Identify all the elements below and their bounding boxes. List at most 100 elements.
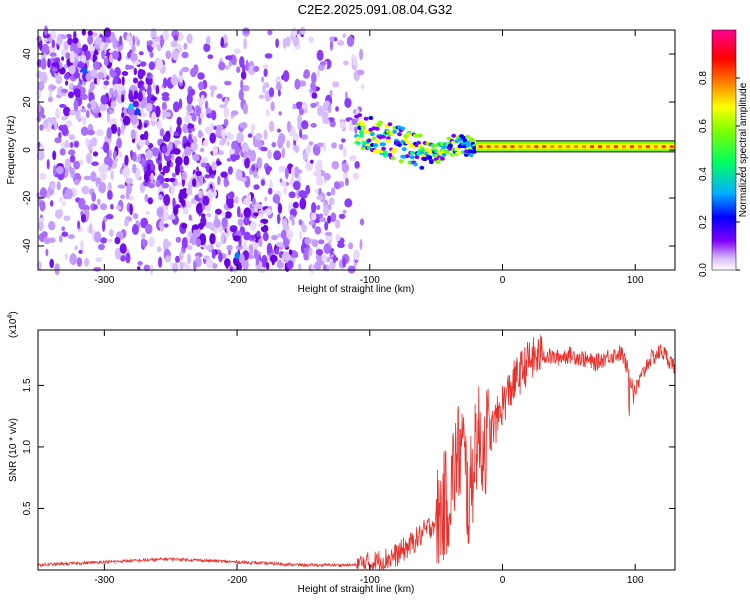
spectrogram-signal-cell (419, 165, 425, 170)
spectrogram-band-core (669, 145, 674, 149)
spectrogram-cell (323, 264, 327, 271)
spectrogram-cell (284, 167, 289, 180)
spectrogram-cell (195, 203, 204, 215)
spectrogram-cell (39, 172, 47, 180)
spectrogram-cell (101, 220, 106, 232)
spectrogram-cell (155, 84, 160, 95)
spectrogram-cell (130, 129, 136, 140)
spectrogram-cell (286, 139, 291, 149)
spectrogram-cell (61, 48, 67, 57)
spectrogram-cell (204, 125, 213, 135)
spectrogram-cell (72, 37, 79, 44)
spectrogram-cell (318, 63, 325, 71)
spectrogram-cell (212, 145, 219, 157)
spectrogram-cell (186, 187, 193, 196)
spectrogram-cell (275, 247, 279, 255)
spectrogram-cell (192, 224, 200, 230)
spectrogram-cell (70, 167, 76, 179)
spectrogram-cell (205, 223, 210, 229)
spectrogram-cell (169, 126, 173, 135)
spectrogram-cell (319, 217, 327, 223)
spectrogram-cell (179, 261, 184, 270)
spectrogram-cell (64, 73, 70, 80)
spectrogram-cell (216, 93, 223, 99)
spectrogram-cell (308, 141, 314, 146)
spectrogram-cell (283, 186, 288, 195)
spectrogram-cell (118, 151, 123, 159)
spectrogram-cell (230, 153, 238, 162)
spectrogram-cell (254, 201, 260, 209)
spectrogram-cell (104, 156, 110, 165)
x-tick-label: -200 (227, 575, 247, 586)
spectrogram-cell (175, 164, 180, 176)
spectrogram-cell (239, 122, 248, 129)
spectrogram-cell (193, 135, 197, 143)
spectrogram-cell (248, 244, 254, 256)
spectrogram-cell (286, 260, 294, 270)
spectrogram-cell (334, 182, 341, 190)
snr-y-label: SNR (10 * v/v) (8, 418, 19, 482)
spectrogram-cell (80, 240, 84, 251)
spectrogram-cell (225, 65, 230, 71)
spectrogram-cell (93, 267, 102, 272)
spectrogram-cell (156, 207, 164, 218)
spectrogram-cell (285, 229, 293, 240)
spectrogram-cell (292, 103, 297, 110)
spectrogram-cell (49, 52, 57, 57)
spectrogram-cell (98, 181, 106, 194)
spectrogram-band-core (629, 145, 634, 149)
spectrogram-cell (321, 254, 328, 263)
spectrogram-cell (264, 196, 268, 202)
spectrogram-cell (220, 36, 224, 48)
x-tick-label: -200 (227, 275, 247, 286)
spectrogram-cell (49, 200, 54, 207)
spectrogram-signal-cell (382, 153, 388, 158)
spectrogram-cell (175, 236, 181, 243)
spectrogram-cell (50, 116, 57, 125)
spectrogram-cell (91, 192, 97, 202)
spectrogram-cell (108, 149, 112, 159)
spectrogram-cell (353, 249, 360, 261)
spectrogram-cell (129, 203, 133, 216)
spectrogram-cell (251, 164, 256, 172)
spectrogram-cell (298, 219, 303, 226)
spectrogram-cell (156, 120, 162, 130)
spectrogram-cell (110, 100, 117, 108)
spectrogram-cell (172, 101, 180, 113)
spectrogram-signal-cell (365, 142, 371, 147)
spectrogram-cell (162, 165, 170, 174)
snr-y-multiplier: (x104) (7, 311, 19, 338)
spectrogram-cell (303, 69, 311, 79)
spectrogram-cell (292, 180, 301, 191)
spectrogram-cell (265, 262, 270, 270)
spectrogram-cell (270, 234, 279, 241)
spectrogram-signal-cell (374, 139, 380, 144)
spectrogram-cell (39, 187, 48, 199)
spectrogram-cell (78, 249, 83, 254)
spectrogram-cell (218, 252, 223, 263)
spectrogram-cell (144, 223, 153, 235)
spectrogram-cell (234, 196, 239, 204)
spectrogram-cell (181, 51, 189, 59)
spectrogram-cell (262, 64, 269, 69)
spectrogram-cell (114, 74, 120, 84)
spectrogram-cell (344, 91, 348, 100)
spectrogram-band-core (605, 145, 610, 149)
spectrogram-cell (249, 220, 257, 231)
spectrogram-cell (80, 108, 87, 113)
spectrogram-cell (101, 49, 105, 60)
spectrogram-cell (86, 152, 92, 164)
spectrogram-cell (141, 233, 146, 240)
colorbar-ticks: 0.0 0.2 0.4 0.6 0.8 (698, 71, 740, 277)
spectrogram-cell (131, 224, 139, 235)
spectrogram-signal-cell (413, 133, 418, 138)
spectrogram-cell (142, 101, 148, 109)
spectrogram-signal-cell (471, 146, 477, 151)
spectrogram-cell (256, 157, 263, 169)
spectrogram-cell (138, 153, 141, 163)
spectrogram-cell (203, 43, 211, 53)
spectrogram-cell (141, 156, 146, 168)
spectrogram-cell (258, 238, 263, 247)
spectrogram-signal-cell (357, 113, 363, 118)
spectrogram-cell (249, 234, 256, 240)
